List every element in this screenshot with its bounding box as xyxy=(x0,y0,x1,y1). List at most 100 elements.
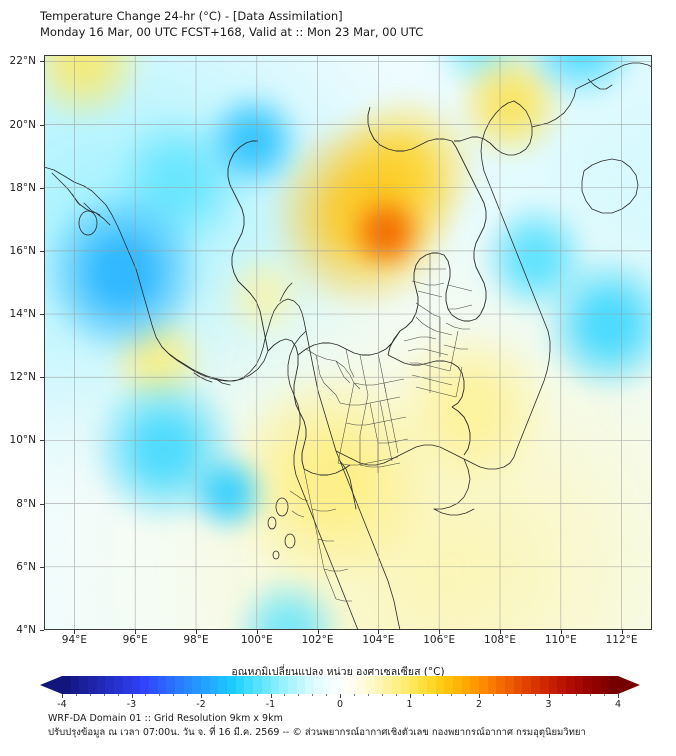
colorbar-minor-tick xyxy=(173,694,175,696)
colorbar-minor-tick xyxy=(312,694,314,696)
colorbar-segment-7 xyxy=(122,676,132,694)
colorbar-segment-48 xyxy=(479,676,488,694)
colorbar-segment-63 xyxy=(609,676,618,694)
y-axis-tick-label: 20°N xyxy=(9,118,36,131)
y-axis-tick-label: 4°N xyxy=(16,624,36,636)
colorbar-segment-30 xyxy=(322,676,332,694)
temperature-anomaly-field xyxy=(44,55,652,630)
anomaly-blob-cool-core-northern-thailand xyxy=(187,73,318,209)
colorbar-gradient-strip xyxy=(62,676,618,694)
x-axis-tick-mark xyxy=(560,630,562,634)
y-axis-tick-label: 22°N xyxy=(9,55,36,68)
colorbar-minor-tick xyxy=(520,694,522,696)
colorbar-minor-tick xyxy=(117,694,119,696)
colorbar-segment-62 xyxy=(600,676,610,694)
colorbar-major-tick xyxy=(409,694,411,698)
colorbar-minor-tick xyxy=(395,694,397,696)
x-axis-tick-mark xyxy=(196,630,197,634)
x-axis-tick-mark xyxy=(74,630,76,634)
colorbar-segment-59 xyxy=(574,676,584,694)
x-axis-tick-label: 102°E xyxy=(301,634,334,646)
y-axis-tick-mark xyxy=(40,187,44,189)
colorbar-minor-tick xyxy=(284,694,286,696)
colorbar-segment-53 xyxy=(522,676,532,694)
colorbar-segment-47 xyxy=(470,676,479,694)
colorbar-segment-26 xyxy=(287,676,297,694)
colorbar-segment-25 xyxy=(279,676,288,694)
colorbar-segment-6 xyxy=(114,676,123,694)
y-axis-tick-mark xyxy=(40,630,44,631)
colorbar-segment-27 xyxy=(296,676,306,694)
colorbar-minor-tick xyxy=(145,694,147,696)
colorbar-major-tick xyxy=(270,694,272,698)
y-axis-tick-mark xyxy=(40,61,44,63)
colorbar-segment-57 xyxy=(557,676,566,694)
colorbar-minor-tick xyxy=(590,694,592,696)
x-axis-tick-label: 108°E xyxy=(484,634,516,646)
y-axis-tick-label: 10°N xyxy=(9,434,36,447)
colorbar-segment-22 xyxy=(253,676,262,694)
colorbar-segment-13 xyxy=(174,676,184,694)
map-plot-area xyxy=(44,55,652,630)
x-axis-tick-label: 96°E xyxy=(122,634,148,646)
colorbar-segment-41 xyxy=(418,676,427,694)
colorbar-minor-tick xyxy=(326,694,328,696)
colorbar-segment-37 xyxy=(383,676,393,694)
colorbar-segment-33 xyxy=(348,676,358,694)
colorbar-minor-tick xyxy=(256,694,258,696)
figure-footer-block: WRF-DA Domain 01 :: Grid Resolution 9km … xyxy=(48,712,648,740)
colorbar-tick-label: 4 xyxy=(614,699,622,710)
colorbar-segment-40 xyxy=(409,676,419,694)
colorbar-segment-16 xyxy=(201,676,210,694)
colorbar-minor-tick xyxy=(187,694,189,696)
colorbar-segment-11 xyxy=(157,676,167,694)
colorbar-segment-50 xyxy=(496,676,506,694)
colorbar-minor-tick xyxy=(562,694,564,696)
colorbar-tick-label: 2 xyxy=(475,699,483,710)
colorbar-tick-label: -3 xyxy=(126,699,137,710)
footer-line-2: ปรับปรุงข้อมูล ณ เวลา 07:00น. วัน จ. ที่… xyxy=(48,727,586,738)
colorbar-minor-tick xyxy=(214,694,216,696)
colorbar-segment-8 xyxy=(131,676,141,694)
x-axis-tick-mark xyxy=(439,630,441,634)
colorbar-segment-32 xyxy=(340,676,349,694)
colorbar-segment-5 xyxy=(105,676,115,694)
colorbar-segment-35 xyxy=(366,676,375,694)
colorbar-segment-42 xyxy=(426,676,436,694)
colorbar-segment-51 xyxy=(505,676,514,694)
colorbar-segment-17 xyxy=(209,676,219,694)
colorbar-segment-56 xyxy=(548,676,558,694)
colorbar-segment-39 xyxy=(400,676,410,694)
x-axis-tick-mark xyxy=(256,630,258,634)
colorbar-minor-tick xyxy=(576,694,578,696)
x-axis-tick-label: 100°E xyxy=(240,634,273,646)
colorbar xyxy=(40,676,640,694)
footer-line-1: WRF-DA Domain 01 :: Grid Resolution 9km … xyxy=(48,713,283,724)
y-axis-tick-label: 14°N xyxy=(9,308,36,321)
colorbar-segment-45 xyxy=(452,676,462,694)
colorbar-tick-label: 0 xyxy=(336,699,344,710)
colorbar-segment-20 xyxy=(235,676,245,694)
colorbar-segment-10 xyxy=(148,676,158,694)
colorbar-segment-55 xyxy=(539,676,549,694)
y-axis-tick-mark xyxy=(40,377,44,379)
colorbar-segment-21 xyxy=(244,676,254,694)
x-axis-tick-label: 106°E xyxy=(423,634,456,646)
colorbar-tick-label: 1 xyxy=(406,699,413,710)
colorbar-segment-31 xyxy=(331,676,340,694)
colorbar-max-extend-arrow xyxy=(618,676,640,694)
colorbar-segment-61 xyxy=(591,676,601,694)
anomaly-blob-warm-core-northeast-thailand-laos xyxy=(338,181,436,284)
colorbar-segment-49 xyxy=(487,676,497,694)
colorbar-major-tick xyxy=(62,694,63,698)
colorbar-minor-tick xyxy=(451,694,453,696)
colorbar-segment-1 xyxy=(70,676,80,694)
colorbar-minor-tick xyxy=(353,694,355,696)
y-axis-tick-mark xyxy=(40,124,44,126)
x-axis-tick-label: 94°E xyxy=(61,634,88,646)
colorbar-segment-14 xyxy=(183,676,193,694)
y-axis-tick-label: 12°N xyxy=(9,371,36,384)
colorbar-segment-18 xyxy=(218,676,228,694)
colorbar-tick-label: -1 xyxy=(265,699,276,710)
